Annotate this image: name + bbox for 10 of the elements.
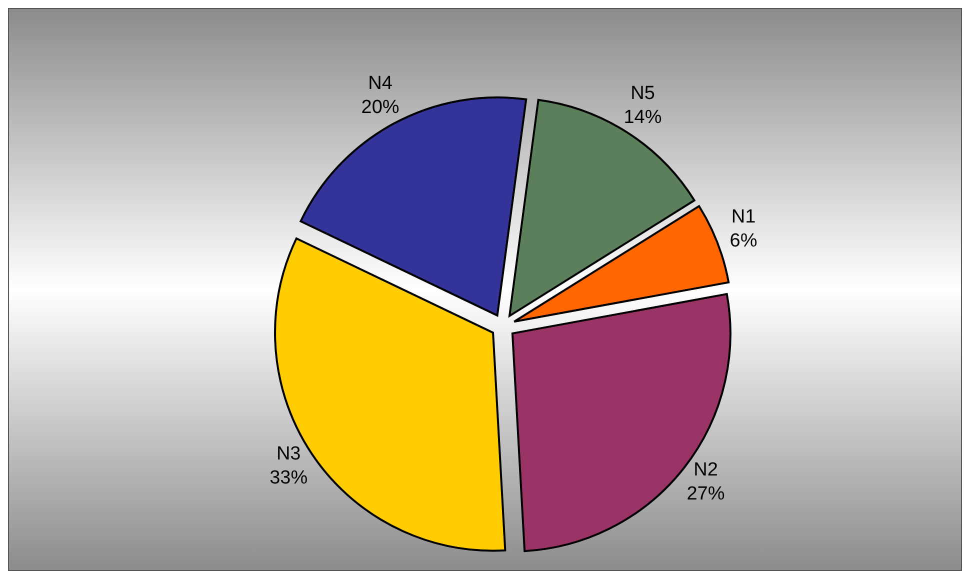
data-label: 6% <box>730 230 758 252</box>
slice-label: N1 <box>731 206 756 228</box>
data-label: 27% <box>686 484 725 505</box>
data-label: 20% <box>361 97 400 118</box>
slice-label: N4 <box>368 73 393 94</box>
slice-label: N5 <box>630 83 655 104</box>
slice-label: N2 <box>694 460 718 481</box>
slice-label: N3 <box>276 444 301 465</box>
data-label: 33% <box>270 468 308 489</box>
data-label: 14% <box>624 107 662 128</box>
